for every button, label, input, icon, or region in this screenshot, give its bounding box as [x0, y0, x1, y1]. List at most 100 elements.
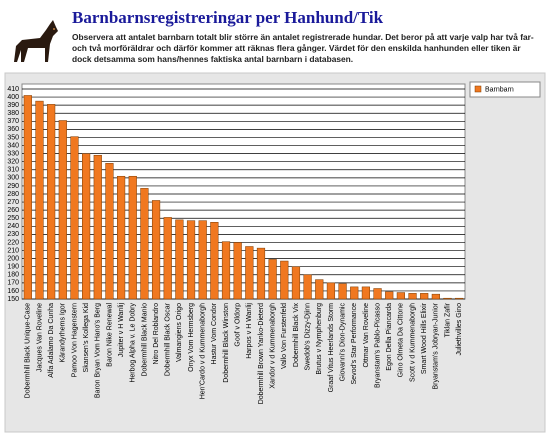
- x-tick-label: Graaf Vitus Heerlands Storm: [328, 303, 335, 393]
- x-tick-label: Bryanstam's Jobryan-Junior: [433, 302, 440, 389]
- bar: [70, 136, 79, 300]
- bar: [361, 286, 371, 300]
- description: Observera att antalet barnbarn totalt bl…: [72, 32, 534, 64]
- page-title: Barnbarnsregistreringar per Hanhund/Tik: [72, 8, 384, 27]
- bar: [303, 274, 312, 300]
- x-tick-label: Vallo Von Furstenfeld: [281, 303, 288, 369]
- x-tick-label: Jupiter v H Wanlij: [118, 303, 125, 358]
- y-tick-label: 170: [7, 280, 19, 287]
- bar: [373, 288, 382, 300]
- x-tick-label: Hen'Cardo v d Kummenaborgh: [200, 303, 207, 399]
- y-tick-label: 240: [7, 223, 19, 230]
- bar: [47, 104, 56, 300]
- y-tick-label: 370: [7, 118, 19, 125]
- bar: [175, 219, 184, 300]
- bar: [268, 259, 277, 300]
- y-tick-label: 250: [7, 215, 19, 222]
- bar: [58, 120, 67, 300]
- legend-box: [469, 81, 541, 98]
- y-tick-label: 290: [7, 183, 19, 190]
- x-tick-label: Jacques Van Roveline: [36, 303, 43, 372]
- bar: [35, 100, 44, 300]
- y-tick-label: 270: [7, 199, 19, 206]
- bar: [151, 200, 161, 300]
- bar: [233, 242, 242, 300]
- bar: [186, 220, 196, 300]
- y-tick-label: 200: [7, 255, 19, 262]
- y-tick-label: 330: [7, 150, 19, 157]
- y-tick-label: 180: [7, 272, 19, 279]
- x-tick-label: Nitro Del Roblandro: [153, 303, 160, 365]
- x-tick-label: Onyx Vom Hermsberg: [188, 303, 195, 372]
- x-tick-label: Gino Olmeta Da Cittone: [398, 303, 405, 377]
- x-tick-label: Kärandyrhems Igor: [60, 302, 67, 362]
- legend-label: Barnbarn: [485, 86, 514, 93]
- y-tick-label: 360: [7, 126, 19, 133]
- y-tick-label: 220: [7, 239, 19, 246]
- x-tick-label: Smart Wood Hills Elixir: [421, 302, 428, 374]
- y-tick-label: 400: [7, 94, 19, 101]
- legend-swatch: [474, 85, 482, 93]
- y-tick-label: 350: [7, 134, 19, 141]
- y-tick-label: 340: [7, 142, 19, 149]
- x-tick-label: Herbog Alpha v. Le Dobry: [130, 303, 137, 383]
- x-tick-label: Hastur Vom Condor: [211, 302, 218, 364]
- y-tick-label: 320: [7, 159, 19, 166]
- x-tick-label: Dobermhill Black Vix: [293, 303, 300, 368]
- x-tick-label: Baron Nike Renewal: [106, 303, 113, 367]
- bar: [431, 293, 440, 300]
- y-tick-label: 380: [7, 110, 19, 117]
- y-tick-label: 150: [7, 296, 19, 303]
- bar: [128, 175, 137, 300]
- x-tick-label: Dobermhill Black Oscar: [165, 302, 172, 376]
- x-tick-label: Egon Della Piancarda: [386, 303, 393, 371]
- bar: [385, 291, 394, 300]
- x-tick-label: Alfa Adalamo Da Cunha: [48, 303, 55, 378]
- x-tick-label: Dobermhill Black Unique-Case: [25, 303, 32, 398]
- x-tick-label: Baron Bryan Vom Hano's Berg: [95, 303, 102, 398]
- x-tick-label: Juliethvilles Gino: [456, 303, 463, 356]
- x-tick-label: Bryanstam's Pablo-Picasso: [374, 303, 381, 388]
- bar: [198, 220, 207, 300]
- bar: [245, 246, 254, 300]
- bar: [93, 154, 102, 300]
- bar: [82, 153, 91, 300]
- y-tick-label: 390: [7, 102, 19, 109]
- y-tick-label: 210: [7, 247, 19, 254]
- x-tick-label: Dobermhill Brown Yanko-Dieterd: [258, 303, 265, 404]
- x-tick-label: Swedob's Dizzy-Djinn: [304, 303, 311, 371]
- bar: [326, 282, 336, 300]
- bar: [163, 217, 172, 300]
- x-tick-label: Giovanni's Dion-Dynamic: [339, 303, 346, 382]
- dog-icon: [14, 20, 58, 62]
- bar: [396, 292, 405, 300]
- bar: [338, 283, 347, 300]
- y-tick-label: 260: [7, 207, 19, 214]
- bar: [350, 286, 359, 300]
- x-tick-label: Dobermhill Black Manio: [141, 303, 148, 377]
- x-tick-label: Harpos v H Wanlij: [246, 303, 253, 359]
- x-tick-label: Valmangiens Origo: [176, 303, 183, 362]
- x-tick-label: Tiklan Zafir: [444, 302, 451, 337]
- bar: [116, 175, 126, 300]
- x-tick-label: Pamoo Von Hagenstern: [71, 303, 78, 377]
- x-tick-label: Xandor v d Kummenaborgh: [269, 303, 276, 389]
- bar: [221, 241, 231, 300]
- y-tick-label: 410: [7, 86, 19, 93]
- y-tick-label: 190: [7, 264, 19, 271]
- bar: [280, 260, 289, 300]
- y-tick-label: 280: [7, 191, 19, 198]
- bar: [443, 297, 452, 300]
- x-tick-label: Skansen's Kollega Kid: [83, 303, 90, 373]
- y-tick-label: 300: [7, 175, 19, 182]
- bar: [291, 266, 301, 300]
- x-tick-label: Scott v d Kummenaborgh: [409, 303, 416, 382]
- bar: [23, 95, 32, 300]
- x-tick-label: Brutus v Nymphenburg: [316, 303, 323, 375]
- y-tick-label: 230: [7, 231, 19, 238]
- y-tick-label: 160: [7, 288, 19, 295]
- y-tick-label: 310: [7, 167, 19, 174]
- x-tick-label: Ottmar Van Roveline: [363, 303, 370, 368]
